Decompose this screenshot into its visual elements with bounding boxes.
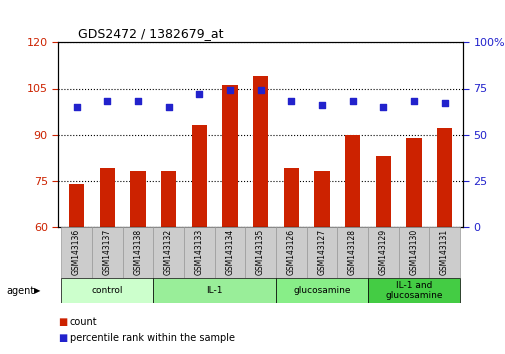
Point [164, 104, 172, 110]
Point [317, 102, 325, 108]
Bar [122, 227, 153, 278]
Point [440, 101, 448, 106]
Bar [367, 227, 398, 278]
Bar [428, 227, 459, 278]
Point [378, 104, 386, 110]
Text: GSM143138: GSM143138 [133, 229, 142, 275]
Bar [275, 278, 367, 303]
Text: GSM143130: GSM143130 [409, 229, 418, 275]
Bar [191, 125, 207, 227]
Bar [398, 227, 428, 278]
Bar [275, 227, 306, 278]
Text: GSM143126: GSM143126 [286, 229, 295, 275]
Point [409, 98, 417, 104]
Bar [61, 278, 153, 303]
Text: IL-1: IL-1 [206, 286, 222, 295]
Bar [314, 171, 329, 227]
Text: GSM143137: GSM143137 [103, 229, 112, 275]
Point [103, 98, 111, 104]
Text: agent: agent [6, 286, 34, 296]
Bar [92, 227, 122, 278]
Bar [130, 171, 145, 227]
Bar [161, 171, 176, 227]
Point [287, 98, 295, 104]
Bar [367, 278, 459, 303]
Text: GSM143132: GSM143132 [164, 229, 173, 275]
Text: percentile rank within the sample: percentile rank within the sample [70, 333, 234, 343]
Bar [153, 278, 275, 303]
Bar [214, 227, 245, 278]
Text: GSM143127: GSM143127 [317, 229, 326, 275]
Point [72, 104, 80, 110]
Text: control: control [91, 286, 123, 295]
Bar [375, 156, 390, 227]
Text: GSM143129: GSM143129 [378, 229, 387, 275]
Bar [252, 76, 268, 227]
Bar [306, 227, 337, 278]
Bar [222, 85, 237, 227]
Bar [406, 138, 421, 227]
Text: GDS2472 / 1382679_at: GDS2472 / 1382679_at [78, 27, 224, 40]
Bar [436, 129, 451, 227]
Point [225, 87, 233, 93]
Text: glucosamine: glucosamine [292, 286, 350, 295]
Bar [283, 168, 298, 227]
Point [348, 98, 356, 104]
Bar [245, 227, 275, 278]
Bar [61, 227, 92, 278]
Text: GSM143133: GSM143133 [194, 229, 204, 275]
Bar [337, 227, 367, 278]
Bar [99, 168, 115, 227]
Text: GSM143135: GSM143135 [256, 229, 265, 275]
Text: GSM143136: GSM143136 [72, 229, 81, 275]
Bar [153, 227, 183, 278]
Point [134, 98, 142, 104]
Point [256, 87, 264, 93]
Text: IL-1 and
glucosamine: IL-1 and glucosamine [384, 281, 442, 300]
Bar [69, 184, 84, 227]
Text: ■: ■ [58, 333, 67, 343]
Text: GSM143131: GSM143131 [439, 229, 448, 275]
Bar [183, 227, 214, 278]
Text: ■: ■ [58, 317, 67, 327]
Text: GSM143128: GSM143128 [347, 229, 357, 275]
Text: count: count [70, 317, 97, 327]
Text: ▶: ▶ [34, 286, 41, 296]
Text: GSM143134: GSM143134 [225, 229, 234, 275]
Bar [344, 135, 360, 227]
Point [195, 91, 203, 97]
